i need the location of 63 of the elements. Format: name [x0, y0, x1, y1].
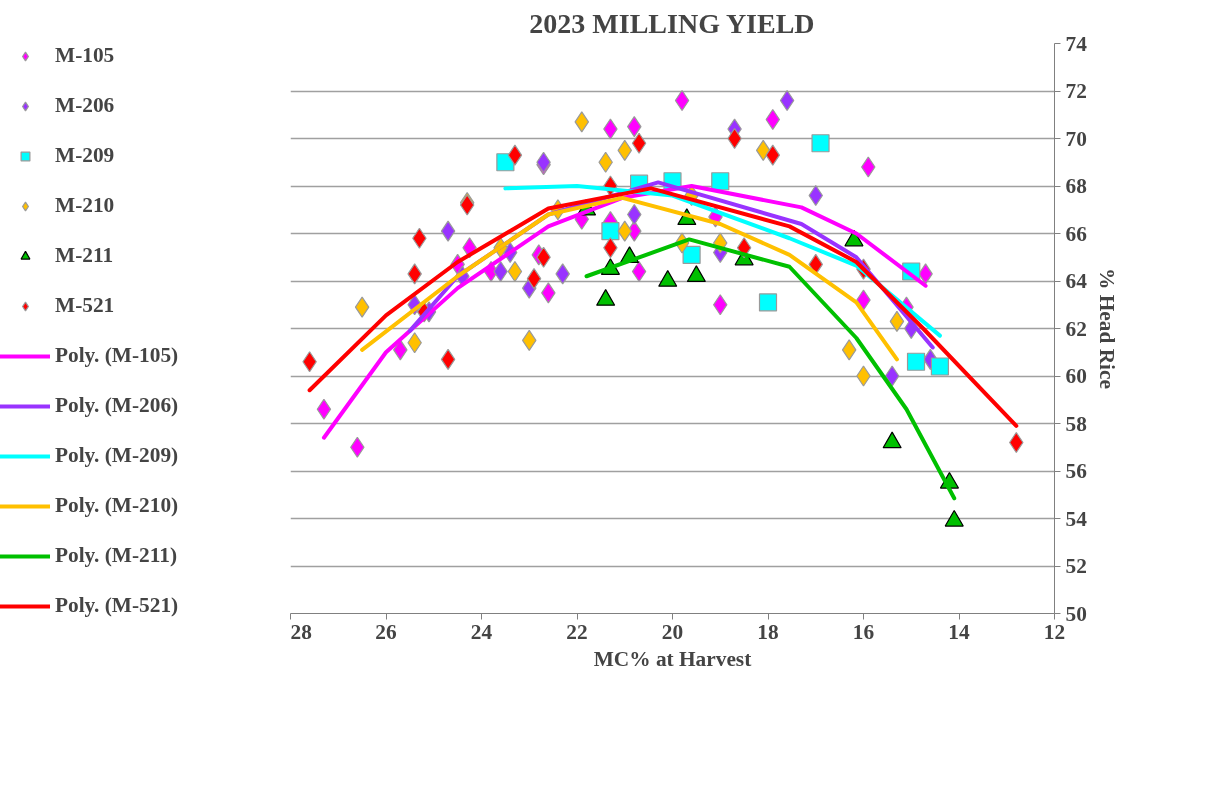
- y-tick-label: 62: [1065, 316, 1087, 341]
- point: [354, 296, 370, 318]
- x-tick-label: 24: [470, 619, 493, 644]
- y-tick-label: 60: [1065, 364, 1087, 388]
- point: [712, 294, 728, 316]
- point: [906, 352, 926, 371]
- point: [811, 134, 830, 153]
- x-tick-label: 26: [375, 619, 397, 644]
- point: [884, 365, 900, 387]
- point: [617, 139, 633, 161]
- line-series: [360, 195, 899, 362]
- y-tick-label: 56: [1065, 459, 1088, 483]
- point: [930, 357, 949, 376]
- y-tick-label: 68: [1065, 174, 1087, 198]
- y-tick-label: 54: [1065, 506, 1088, 531]
- point: [711, 172, 730, 191]
- x-tick-label: 22: [566, 619, 588, 644]
- y-axis-title: % Head Rice: [1094, 268, 1119, 389]
- point: [841, 339, 857, 361]
- legend-label: Poly. (M-211): [55, 543, 178, 568]
- y-tick-label: 52: [1065, 554, 1087, 578]
- chart-title: 2023 MILLING YIELD: [529, 7, 815, 39]
- legend-label: M-209: [55, 143, 115, 168]
- legend-label: Poly. (M-210): [55, 493, 179, 518]
- legend-label: Poly. (M-105): [55, 343, 179, 368]
- point: [808, 253, 824, 275]
- point: [526, 268, 542, 290]
- point: [440, 220, 456, 242]
- y-tick-label: 74: [1065, 31, 1088, 56]
- x-tick-label: 14: [948, 619, 970, 644]
- y-tick-label: 72: [1065, 79, 1087, 103]
- point: [758, 293, 778, 312]
- legend-label: Poly. (M-521): [55, 593, 179, 618]
- point: [682, 245, 701, 264]
- x-tick-label: 12: [1043, 619, 1066, 644]
- point: [617, 220, 633, 242]
- legend-label: M-206: [55, 93, 115, 118]
- legend-label: Poly. (M-206): [55, 393, 179, 418]
- legend-label: M-521: [55, 293, 115, 318]
- x-tick-label: 28: [290, 619, 312, 644]
- point: [521, 329, 537, 351]
- point: [440, 348, 456, 370]
- point: [889, 310, 905, 332]
- y-tick-label: 66: [1065, 221, 1088, 246]
- x-tick-label: 18: [757, 619, 779, 644]
- point: [574, 111, 590, 133]
- point: [631, 132, 647, 154]
- x-tick-label: 16: [852, 619, 875, 644]
- point: [755, 139, 771, 161]
- x-axis-title: MC% at Harvest: [593, 646, 753, 671]
- legend-label: M-105: [55, 43, 115, 68]
- legend-label: M-210: [55, 193, 115, 218]
- y-tick-label: 64: [1065, 269, 1088, 293]
- legend-label: M-211: [55, 243, 114, 268]
- point: [316, 398, 332, 420]
- y-tick-label: 58: [1065, 411, 1087, 436]
- x-tick-label: 20: [661, 619, 684, 644]
- point: [601, 222, 620, 241]
- legend-label: Poly. (M-209): [55, 443, 179, 468]
- point: [507, 144, 523, 166]
- y-tick-label: 70: [1065, 126, 1087, 151]
- point: [765, 144, 781, 166]
- y-tick-label: 50: [1065, 601, 1087, 626]
